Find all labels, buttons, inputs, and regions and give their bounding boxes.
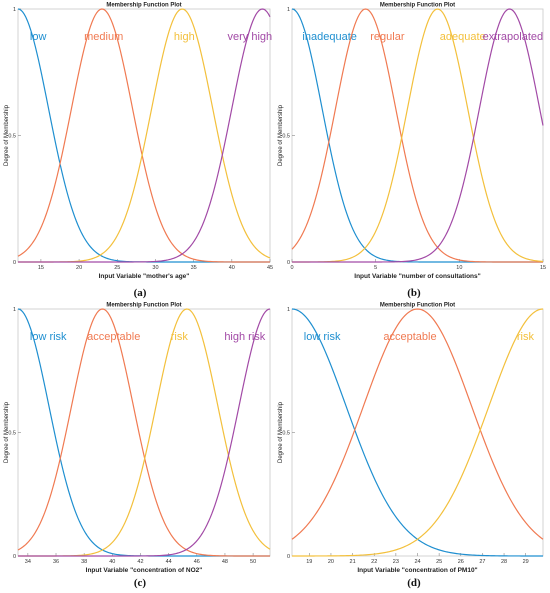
x-tick-label: 40 [109, 559, 115, 565]
series-line-risk [292, 308, 544, 557]
series-line-adequate [292, 8, 544, 263]
series-label: adequate [440, 31, 486, 43]
x-tick-label: 48 [222, 559, 228, 565]
plot-area [17, 8, 271, 263]
series-line-medium [17, 8, 270, 263]
series-label: low [30, 31, 47, 43]
panel-caption: (c) [134, 577, 147, 589]
y-axis-label: Degree of Membership [278, 401, 284, 463]
x-tick-label: 29 [523, 559, 529, 565]
series-line-regular [291, 8, 543, 263]
x-tick-label: 10 [456, 265, 462, 271]
x-axis-label: Input Variable "number of consultations" [354, 273, 480, 280]
chart-title: Membership Function Plot [106, 303, 181, 309]
series-line-extrapolated [292, 8, 544, 263]
series-label: regular [370, 31, 405, 43]
series-label: high [174, 31, 195, 43]
y-tick-label: 1 [13, 307, 16, 313]
series-line-very-high [18, 8, 271, 263]
y-axis-label: Degree of Membership [4, 401, 10, 463]
x-tick-label: 34 [25, 559, 31, 565]
x-tick-label: 28 [501, 559, 507, 565]
x-tick-label: 5 [374, 265, 377, 271]
y-tick-label: 0 [287, 554, 290, 560]
x-tick-label: 42 [137, 559, 143, 565]
x-tick-label: 44 [166, 559, 172, 565]
y-tick-label: 1 [13, 7, 16, 13]
series-line-acceptable [291, 308, 544, 540]
y-tick-label: 0 [13, 260, 16, 266]
chart-panel-3: Membership Function Plot 0 0.5 1 34 36 38 40 42 4… [4, 303, 271, 589]
series-label: acceptable [383, 331, 436, 343]
panel-caption: (d) [407, 577, 421, 589]
y-tick-label: 0 [287, 260, 290, 266]
y-tick-label: 0 [13, 554, 16, 560]
series-label: extrapolated [483, 31, 544, 43]
x-axis-label: Input Variable "mother's age" [99, 273, 190, 280]
x-tick-label: 19 [306, 559, 312, 565]
x-tick-label: 15 [38, 265, 44, 271]
series-label: risk [171, 331, 189, 343]
x-tick-label: 20 [76, 265, 82, 271]
x-tick-label: 15 [540, 265, 546, 271]
y-tick-label: 0.5 [282, 134, 290, 140]
y-tick-label: 1 [287, 7, 290, 13]
series-label: acceptable [87, 331, 140, 343]
x-tick-label: 25 [114, 265, 120, 271]
x-tick-label: 24 [414, 559, 420, 565]
chart-title: Membership Function Plot [106, 3, 181, 9]
chart-title: Membership Function Plot [380, 303, 455, 309]
y-axis-label: Degree of Membership [278, 104, 284, 166]
y-tick-label: 0.5 [8, 431, 16, 437]
y-tick-label: 1 [287, 307, 290, 313]
x-tick-label: 0 [290, 265, 293, 271]
x-tick-label: 45 [267, 265, 273, 271]
y-tick-label: 0.5 [8, 134, 16, 140]
series-line-high-risk [18, 308, 271, 557]
series-label: medium [84, 31, 123, 43]
panel-caption: (a) [134, 287, 147, 299]
y-tick-label: 0.5 [282, 431, 290, 437]
x-tick-label: 35 [191, 265, 197, 271]
x-axis-label: Input Variable "concentration of PM10" [357, 567, 477, 574]
x-tick-label: 46 [194, 559, 200, 565]
x-tick-label: 27 [479, 559, 485, 565]
x-tick-label: 26 [458, 559, 464, 565]
chart-panel-1: Membership Function Plot 0 0.5 1 15 20 25 30 35 4… [4, 3, 273, 300]
series-label: risk [517, 331, 535, 343]
x-axis-label: Input Variable "concentration of NO2" [86, 567, 203, 574]
plot-area [17, 308, 271, 557]
plot-area [291, 308, 544, 557]
x-tick-label: 22 [371, 559, 377, 565]
x-tick-label: 50 [250, 559, 256, 565]
x-tick-label: 20 [328, 559, 334, 565]
series-label: inadequate [302, 31, 356, 43]
x-tick-label: 40 [229, 265, 235, 271]
series-label: low risk [304, 331, 341, 343]
chart-panel-4: Membership Function Plot 0 0.5 1 19 20 21 22 23 2… [278, 303, 544, 589]
chart-title: Membership Function Plot [380, 3, 455, 9]
x-tick-label: 30 [152, 265, 158, 271]
x-tick-label: 21 [350, 559, 356, 565]
y-axis-label: Degree of Membership [4, 104, 10, 166]
x-tick-label: 25 [436, 559, 442, 565]
panel-caption: (b) [407, 287, 421, 299]
series-label: low risk [30, 331, 67, 343]
series-line-acceptable [17, 308, 270, 557]
x-tick-label: 38 [81, 559, 87, 565]
series-label: very high [228, 31, 273, 43]
series-label: high risk [224, 331, 265, 343]
x-tick-label: 23 [393, 559, 399, 565]
x-tick-label: 36 [53, 559, 59, 565]
